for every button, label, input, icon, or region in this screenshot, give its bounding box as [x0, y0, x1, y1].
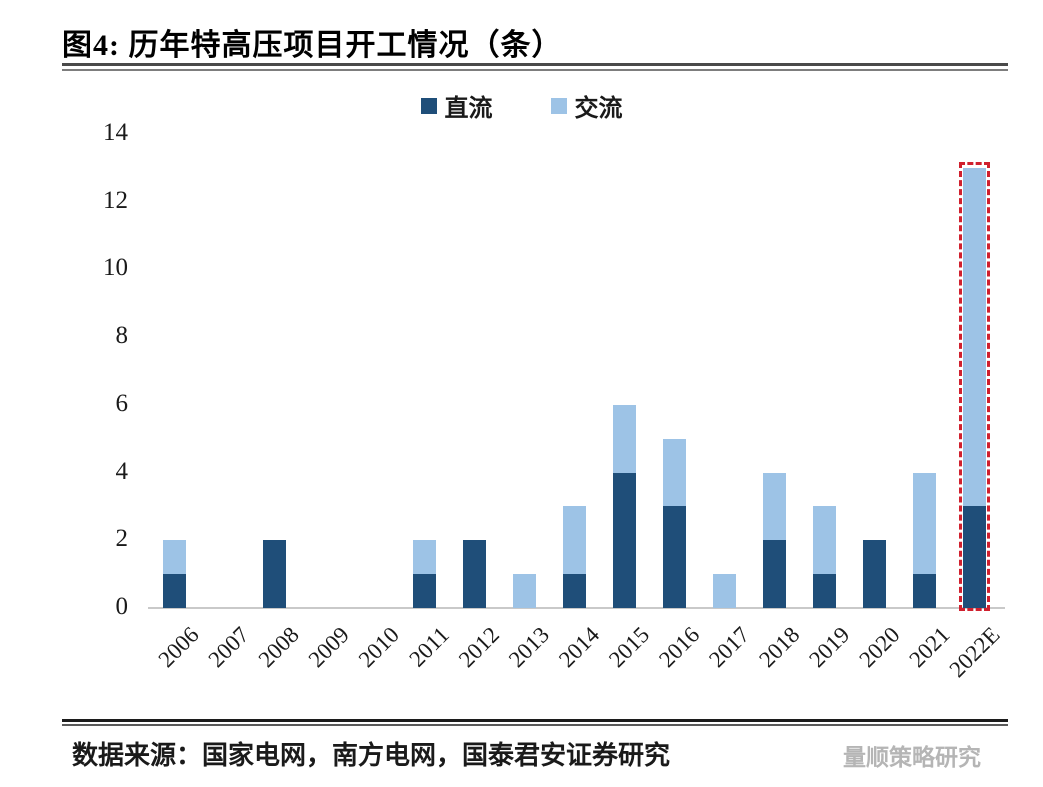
dc-swatch-icon — [420, 97, 437, 114]
bar-segment — [713, 574, 737, 608]
x-axis-label: 2010 — [353, 622, 404, 673]
bar-segment — [162, 574, 186, 608]
title-divider — [62, 63, 1008, 71]
bar-segment — [512, 574, 536, 608]
bar-segment — [613, 404, 637, 473]
legend-label-ac: 交流 — [574, 96, 623, 122]
x-axis-label: 2015 — [604, 622, 655, 673]
bar-segment — [813, 506, 837, 575]
x-axis-label: 2017 — [704, 622, 755, 673]
y-axis-label: 0 — [115, 593, 129, 620]
x-axis-label: 2012 — [453, 622, 505, 673]
x-axis-label: 2007 — [203, 622, 254, 673]
legend-item-ac: 交流 — [550, 88, 623, 123]
bar-segment — [813, 574, 837, 608]
bar-segment — [262, 540, 286, 608]
footer-divider — [62, 719, 1008, 726]
bar-segment — [663, 506, 687, 608]
x-axis-label: 2019 — [804, 622, 855, 673]
bar-segment — [562, 506, 586, 575]
x-axis-label: 2014 — [553, 622, 605, 673]
bar-segment — [412, 540, 436, 575]
data-source-text: 数据来源：国家电网，南方电网，国泰君安证券研究 — [72, 741, 671, 770]
y-axis-label: 10 — [103, 254, 128, 282]
forecast-highlight-box — [959, 161, 991, 611]
bar-segment — [963, 506, 987, 608]
bar-segment — [763, 540, 787, 608]
bar-segment — [613, 472, 637, 608]
bar-segment — [913, 472, 937, 575]
bar-segment — [963, 167, 987, 507]
x-axis-label: 2013 — [503, 622, 555, 673]
ac-swatch-icon — [550, 97, 567, 114]
bar-segment — [763, 472, 787, 541]
legend-label-dc: 直流 — [444, 96, 493, 122]
bar-segment — [412, 574, 436, 608]
bar-segment — [162, 540, 186, 575]
x-axis-label: 2022E — [944, 622, 1005, 683]
y-axis-label: 14 — [103, 118, 128, 146]
x-axis-label: 2008 — [253, 622, 304, 673]
x-axis-baseline — [148, 607, 1005, 609]
y-axis-label: 4 — [115, 457, 129, 485]
y-axis-label: 8 — [115, 322, 129, 350]
bar-segment — [863, 540, 887, 608]
y-axis-label: 12 — [103, 186, 128, 214]
bar-segment — [562, 574, 586, 608]
watermark-text: 量顺策略研究 — [843, 745, 981, 770]
x-axis-label: 2018 — [754, 622, 805, 673]
bar-segment — [663, 438, 687, 507]
bar-segment — [462, 540, 486, 608]
bar-segment — [913, 574, 937, 608]
x-axis-label: 2011 — [404, 622, 454, 672]
chart-legend: 直流 交流 — [0, 88, 1043, 123]
y-axis-label: 2 — [115, 525, 129, 553]
x-axis-label: 2006 — [153, 622, 204, 673]
figure-title: 图4: 历年特高压项目开工情况（条） — [62, 29, 563, 62]
x-axis-label: 2016 — [654, 622, 705, 673]
x-axis-label: 2020 — [854, 622, 905, 673]
x-axis-label: 2009 — [303, 622, 354, 673]
y-axis-label: 6 — [115, 389, 129, 417]
legend-item-dc: 直流 — [420, 88, 493, 123]
